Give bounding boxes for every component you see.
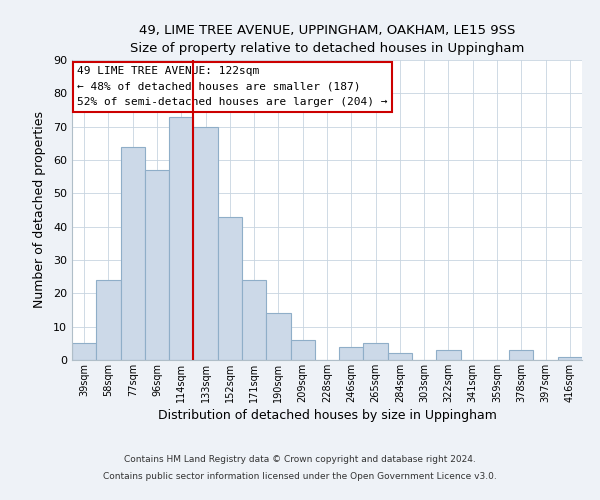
Bar [121, 146, 145, 360]
Bar [436, 350, 461, 360]
Bar [193, 126, 218, 360]
Bar [364, 344, 388, 360]
Bar [266, 314, 290, 360]
Bar [509, 350, 533, 360]
Bar [242, 280, 266, 360]
Bar [290, 340, 315, 360]
Text: Contains public sector information licensed under the Open Government Licence v3: Contains public sector information licen… [103, 472, 497, 481]
Text: Contains HM Land Registry data © Crown copyright and database right 2024.: Contains HM Land Registry data © Crown c… [124, 456, 476, 464]
Bar [339, 346, 364, 360]
Text: 49 LIME TREE AVENUE: 122sqm
← 48% of detached houses are smaller (187)
52% of se: 49 LIME TREE AVENUE: 122sqm ← 48% of det… [77, 66, 388, 107]
Bar [169, 116, 193, 360]
Bar [388, 354, 412, 360]
Y-axis label: Number of detached properties: Number of detached properties [33, 112, 46, 308]
Title: 49, LIME TREE AVENUE, UPPINGHAM, OAKHAM, LE15 9SS
Size of property relative to d: 49, LIME TREE AVENUE, UPPINGHAM, OAKHAM,… [130, 24, 524, 54]
Bar [96, 280, 121, 360]
Bar [218, 216, 242, 360]
Bar [145, 170, 169, 360]
X-axis label: Distribution of detached houses by size in Uppingham: Distribution of detached houses by size … [158, 409, 496, 422]
Bar [72, 344, 96, 360]
Bar [558, 356, 582, 360]
